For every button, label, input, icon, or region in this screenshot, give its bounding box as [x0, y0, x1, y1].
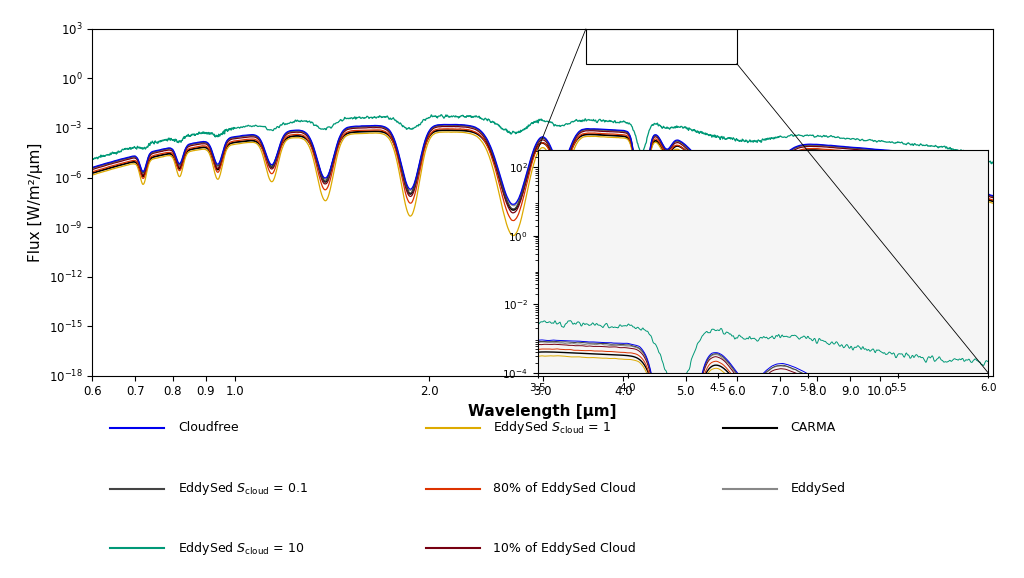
X-axis label: Wavelength [μm]: Wavelength [μm]	[468, 404, 617, 419]
Text: CARMA: CARMA	[791, 421, 836, 435]
Text: 80% of EddySed Cloud: 80% of EddySed Cloud	[494, 483, 636, 495]
Text: EddySed $S_\mathrm{cloud}$ = 1: EddySed $S_\mathrm{cloud}$ = 1	[494, 420, 611, 436]
Bar	[586, 29, 736, 64]
Text: 10% of EddySed Cloud: 10% of EddySed Cloud	[494, 542, 636, 555]
Text: EddySed: EddySed	[791, 483, 846, 495]
Y-axis label: Flux [W/m²/μm]: Flux [W/m²/μm]	[28, 143, 43, 262]
Text: EddySed $S_\mathrm{cloud}$ = 10: EddySed $S_\mathrm{cloud}$ = 10	[178, 540, 304, 557]
Text: Cloudfree: Cloudfree	[178, 421, 239, 435]
Text: EddySed $S_\mathrm{cloud}$ = 0.1: EddySed $S_\mathrm{cloud}$ = 0.1	[178, 480, 307, 498]
